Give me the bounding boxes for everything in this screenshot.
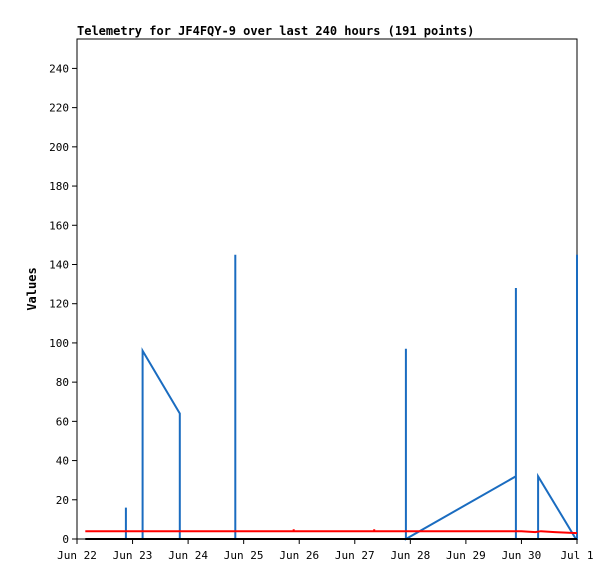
x-tick-label: Jun 26 [279, 549, 319, 562]
y-tick-label: 20 [56, 494, 69, 507]
y-tick-label: 160 [49, 219, 69, 232]
y-tick-label: 40 [56, 455, 69, 468]
x-ticks: Jun 22 Jun 23 Jun 24 Jun 25 Jun 26 Jun 27 Jun … [57, 539, 594, 562]
y-tick-label: 200 [49, 141, 69, 154]
y-tick-label: 180 [49, 180, 69, 193]
x-tick-label: Jun 23 [113, 549, 153, 562]
plot-area-frame [76, 38, 578, 540]
y-tick-label: 80 [56, 376, 69, 389]
x-tick-label: Jun 29 [446, 549, 486, 562]
x-tick-label: Jun 22 [57, 549, 97, 562]
y-ticks: 0 20 40 60 80 100 120 140 160 180 200 220 240 [49, 62, 77, 546]
series-line-1 [124, 254, 578, 541]
series-layer [85, 254, 578, 541]
y-tick-label: 60 [56, 415, 69, 428]
y-tick-label: 220 [49, 102, 69, 115]
y-tick-label: 120 [49, 298, 69, 311]
y-tick-label: 240 [49, 62, 69, 75]
x-tick-label: Jun 27 [335, 549, 375, 562]
x-tick-label: Jun 30 [502, 549, 542, 562]
x-tick-label: Jun 28 [390, 549, 430, 562]
x-tick-label: Jul 1 [560, 549, 593, 562]
y-tick-label: 0 [62, 533, 69, 546]
x-tick-label: Jun 24 [168, 549, 208, 562]
series-line-2 [85, 529, 578, 535]
y-axis-label: Values [25, 267, 39, 310]
y-tick-label: 100 [49, 337, 69, 350]
y-tick-label: 140 [49, 258, 69, 271]
chart-title: Telemetry for JF4FQY-9 over last 240 hou… [77, 24, 474, 38]
x-tick-label: Jun 25 [224, 549, 264, 562]
